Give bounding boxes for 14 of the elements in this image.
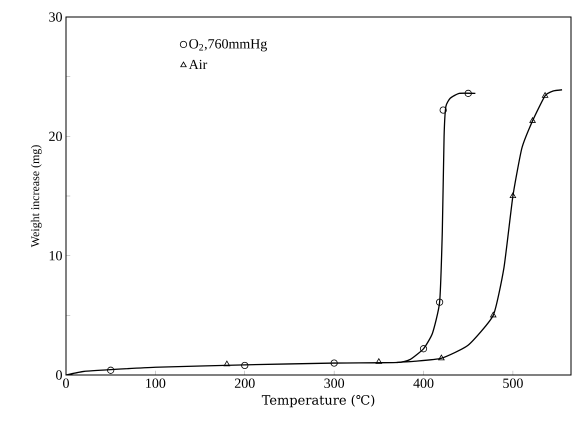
x-tick-label: 500 [503, 378, 523, 388]
x-tick-label: 300 [324, 378, 344, 388]
x-tick-label: 200 [234, 378, 255, 388]
y-tick-label: 30 [49, 12, 62, 22]
y-tick-label: 20 [49, 132, 62, 142]
y-tick-label: 10 [50, 250, 62, 260]
y-axis-title: Weight increase (mg) [30, 145, 42, 248]
legend-label: Air [188, 60, 208, 70]
x-axis-title: Temperature (℃) [262, 394, 374, 408]
x-tick-label: 400 [413, 378, 434, 388]
y-tick-label: 0 [56, 370, 62, 380]
x-tick-label: 0 [63, 378, 69, 388]
x-tick-label: 100 [146, 378, 166, 388]
legend-label: O$_{2}$,760mmHg [189, 39, 267, 52]
